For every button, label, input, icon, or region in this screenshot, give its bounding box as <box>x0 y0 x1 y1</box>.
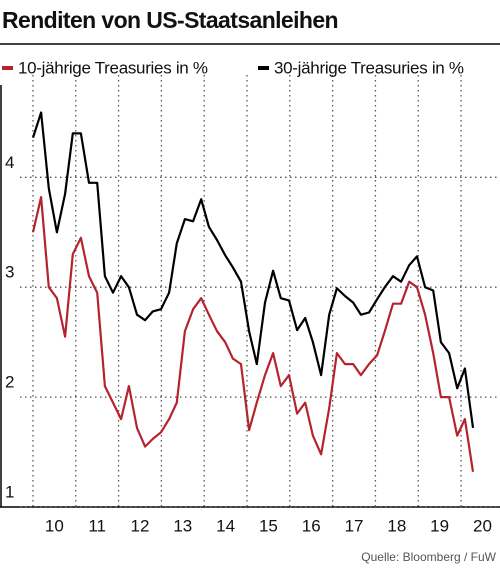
legend-label: 10-jährige Treasuries in % <box>18 58 208 77</box>
x-tick-label: 18 <box>387 516 406 535</box>
y-tick-label: 3 <box>5 263 14 282</box>
x-tick-label: 16 <box>302 516 321 535</box>
series-line <box>31 111 475 429</box>
x-tick-label: 19 <box>430 516 449 535</box>
series-line <box>31 196 475 472</box>
source: Quelle: Bloomberg / FuW <box>361 550 496 564</box>
y-tick-label: 4 <box>5 153 14 172</box>
x-tick-label: 13 <box>173 516 192 535</box>
x-tick-label: 17 <box>345 516 364 535</box>
x-tick-label: 15 <box>259 516 278 535</box>
x-tick-label: 14 <box>216 516 235 535</box>
chart-title: Renditen von US-Staatsanleihen <box>2 7 338 33</box>
x-tick-label: 11 <box>88 516 106 535</box>
legend-label: 30-jährige Treasuries in % <box>274 58 464 77</box>
y-tick-label: 1 <box>5 482 14 501</box>
x-tick-label: 20 <box>473 516 492 535</box>
x-tick-label: 10 <box>45 516 64 535</box>
x-tick-label: 12 <box>131 516 150 535</box>
y-tick-label: 2 <box>5 373 14 392</box>
